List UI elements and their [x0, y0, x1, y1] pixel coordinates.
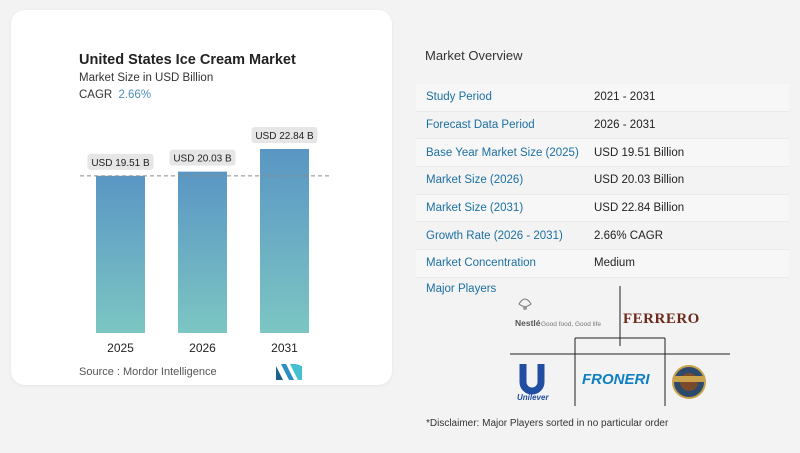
chart-subtitle: Market Size in USD Billion — [79, 72, 214, 84]
nestle-tagline: Good food, Good life — [541, 321, 601, 328]
froneri-logo: FRONERI — [582, 371, 650, 388]
ferrero-logo: FERRERO — [623, 311, 700, 327]
source-note: Source : Mordor Intelligence — [79, 366, 217, 378]
data-label: USD 19.51 B — [91, 158, 150, 169]
major-players-logos: Nestlé Good food, Good life FERRERO Unil… — [510, 286, 730, 406]
overview-row: Base Year Market Size (2025) USD 19.51 Bi… — [416, 139, 789, 168]
overview-row: Market Size (2026) USD 20.03 Billion — [416, 167, 789, 195]
nestle-wordmark: Nestlé — [515, 318, 541, 328]
major-players-title: Major Players — [426, 283, 497, 295]
bar-chart: USD 19.51 B 2025 USD 20.03 B 2026 USD 22.84 … — [80, 127, 330, 355]
nestle-logo: Nestlé Good food, Good life — [515, 298, 601, 328]
data-label: USD 22.84 B — [255, 131, 314, 142]
overview-row-value: USD 20.03 Billion — [594, 174, 685, 187]
overview-row-value: 2026 - 2031 — [594, 119, 656, 132]
froneri-wordmark: FRONERI — [582, 371, 650, 388]
market-overview-table: Study Period 2021 - 2031 Forecast Data Per… — [416, 84, 789, 278]
overview-row-label: Base Year Market Size (2025) — [426, 146, 579, 159]
cagr-label: CAGR — [79, 89, 113, 101]
x-tick-label: 2025 — [107, 341, 134, 355]
overview-row-label: Market Size (2031) — [426, 202, 524, 215]
mordor-intelligence-logo — [276, 364, 302, 380]
overview-row-value: 2.66% CAGR — [594, 229, 664, 242]
x-tick-label: 2026 — [189, 341, 216, 355]
x-tick-label: 2031 — [271, 341, 298, 355]
overview-row-value: USD 22.84 Billion — [594, 202, 685, 215]
overview-row-label: Market Size (2026) — [426, 174, 524, 187]
overview-row-value: USD 19.51 Billion — [594, 146, 685, 159]
unilever-wordmark: Unilever — [517, 393, 549, 402]
overview-row: Market Size (2031) USD 22.84 Billion — [416, 194, 789, 223]
bar-2026 — [178, 171, 227, 333]
chart-title: United States Ice Cream Market — [79, 52, 296, 68]
overview-row: Market Concentration Medium — [416, 250, 789, 278]
unilever-logo: Unilever — [517, 364, 549, 402]
dairy-emblem-logo — [672, 365, 706, 399]
data-label-bg — [251, 127, 318, 143]
cagr-value: 2.66% — [118, 89, 152, 101]
overview-row-label: Market Concentration — [426, 257, 536, 270]
cagr-line: CAGR 2.66% — [79, 89, 151, 101]
overview-row-label: Study Period — [426, 91, 492, 104]
overview-row-label: Forecast Data Period — [426, 119, 535, 132]
bar-2031 — [260, 149, 309, 333]
data-label-bg — [87, 153, 154, 170]
bar-2025 — [96, 175, 145, 333]
data-label: USD 20.03 B — [173, 154, 232, 165]
data-label-bg — [169, 149, 236, 166]
overview-row: Growth Rate (2026 - 2031) 2.66% CAGR — [416, 222, 789, 251]
overview-row: Forecast Data Period 2026 - 2031 — [416, 112, 789, 140]
overview-row: Study Period 2021 - 2031 — [416, 84, 789, 112]
overview-row-label: Growth Rate (2026 - 2031) — [426, 229, 563, 242]
players-disclaimer: *Disclaimer: Major Players sorted in no … — [426, 418, 669, 429]
overview-row-value: 2021 - 2031 — [594, 91, 656, 104]
market-overview-title: Market Overview — [425, 48, 523, 63]
overview-row-value: Medium — [594, 257, 635, 270]
